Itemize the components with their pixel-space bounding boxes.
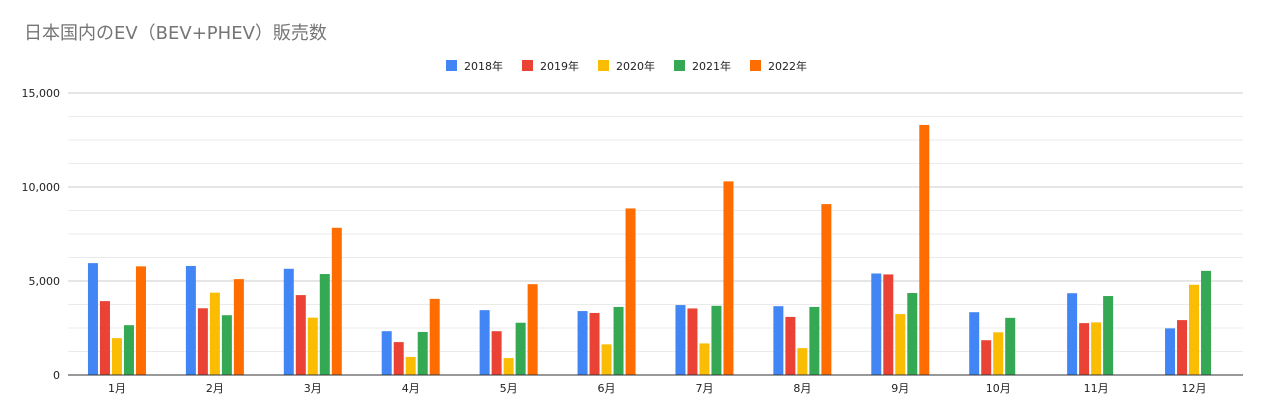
bar	[319, 274, 330, 375]
bar	[821, 204, 832, 375]
x-tick-label: 2月	[206, 382, 224, 395]
x-tick-label: 10月	[986, 382, 1011, 395]
bar	[87, 263, 98, 375]
bar	[1201, 270, 1212, 375]
bar	[601, 344, 612, 375]
bar	[99, 301, 110, 375]
legend-label: 2021年	[692, 59, 731, 73]
bar	[233, 279, 244, 375]
bar	[331, 227, 342, 375]
bar	[809, 306, 820, 375]
x-tick-label: 9月	[891, 382, 909, 395]
bar	[295, 295, 306, 375]
bar	[135, 266, 146, 375]
bar	[577, 311, 588, 375]
bar	[197, 308, 208, 375]
gridlines	[68, 92, 1243, 352]
x-tick-label: 11月	[1084, 382, 1109, 395]
bar	[1165, 328, 1176, 375]
bar	[307, 317, 318, 375]
legend-swatch	[750, 60, 761, 71]
bar	[699, 343, 710, 375]
bar	[711, 305, 722, 375]
x-tick-label: 5月	[500, 382, 518, 395]
bar	[491, 331, 502, 375]
bar	[283, 268, 294, 375]
bar	[417, 331, 428, 375]
y-tick-label: 5,000	[29, 275, 61, 288]
bar	[1067, 293, 1078, 375]
x-tick-label: 7月	[695, 382, 713, 395]
bar	[393, 342, 404, 375]
legend-label: 2022年	[768, 59, 807, 73]
legend-swatch	[674, 60, 685, 71]
bar	[797, 348, 808, 375]
x-tick-label: 12月	[1182, 382, 1207, 395]
bar	[1079, 323, 1090, 375]
bar	[185, 265, 196, 375]
bar	[515, 322, 526, 375]
bar	[111, 338, 122, 375]
bar	[687, 308, 698, 375]
bar	[1103, 296, 1114, 375]
bars	[87, 124, 1212, 376]
legend-label: 2019年	[540, 59, 579, 73]
bar	[1189, 284, 1200, 375]
legend-label: 2020年	[616, 59, 655, 73]
bar	[1177, 320, 1188, 375]
bar	[209, 292, 220, 375]
bar	[969, 312, 980, 375]
legend-label: 2018年	[464, 59, 503, 73]
bar	[895, 314, 906, 375]
bar	[625, 208, 636, 375]
x-tick-label: 1月	[108, 382, 126, 395]
chart-title: 日本国内のEV（BEV+PHEV）販売数	[24, 23, 327, 44]
x-tick-label: 6月	[598, 382, 616, 395]
bar	[907, 293, 918, 375]
legend: 2018年 2019年 2020年 2021年 2022年	[446, 59, 807, 73]
bar	[405, 356, 416, 375]
bar	[381, 331, 392, 375]
bar	[1091, 322, 1102, 375]
bar	[123, 325, 134, 375]
bar	[1005, 317, 1016, 375]
bar	[773, 306, 784, 375]
bar	[981, 340, 992, 375]
bar	[871, 273, 882, 375]
bar	[723, 181, 734, 375]
bar	[429, 298, 440, 375]
bar	[993, 332, 1004, 375]
y-tick-label: 15,000	[22, 87, 61, 100]
x-tick-label: 8月	[793, 382, 811, 395]
legend-swatch	[522, 60, 533, 71]
bar	[919, 124, 930, 376]
x-tick-label: 4月	[402, 382, 420, 395]
x-tick-label: 3月	[304, 382, 322, 395]
legend-swatch	[446, 60, 457, 71]
bar	[613, 306, 624, 375]
bar	[785, 316, 796, 375]
bar	[675, 305, 686, 375]
bar	[479, 310, 490, 375]
bar	[883, 274, 894, 375]
bar	[527, 284, 538, 375]
bar	[589, 312, 600, 375]
y-tick-label: 10,000	[22, 181, 61, 194]
bar	[221, 315, 232, 375]
bar	[503, 358, 514, 375]
y-tick-label: 0	[53, 369, 60, 382]
axes: 0 5,000 10,000 15,000 1月 2月 3月 4月 5月 6月 7月 8月 9月 10月 1…	[22, 87, 1243, 395]
legend-swatch	[598, 60, 609, 71]
